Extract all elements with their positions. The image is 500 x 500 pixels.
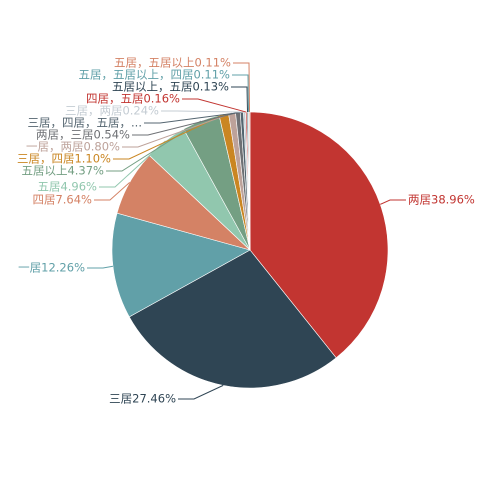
label-lines — [87, 62, 406, 400]
label-line — [87, 265, 114, 269]
slice-label: 五居，五居以上，四居0.11% — [78, 68, 230, 82]
label-line — [232, 74, 250, 113]
label-line — [231, 86, 249, 113]
pie-slice — [128, 249, 337, 389]
slice-label: 四居7.64% — [32, 193, 92, 207]
slice-label: 两居，三居0.54% — [36, 128, 130, 142]
label-line — [178, 384, 224, 400]
slice-label: 五居4.96% — [37, 180, 97, 194]
label-line — [161, 110, 245, 113]
pie-slices — [111, 111, 389, 389]
label-line — [132, 112, 238, 136]
slice-label: 三居27.46% — [109, 392, 176, 406]
label-line — [94, 181, 131, 201]
label-line — [380, 199, 406, 205]
label-line — [144, 111, 242, 124]
label-line — [113, 114, 225, 160]
slice-label: 三居，四居1.10% — [17, 152, 111, 166]
slice-label: 五居，五居以上0.11% — [114, 56, 231, 70]
slice-label: 三居，两居0.24% — [65, 104, 159, 118]
slice-label: 五居以上4.37% — [21, 164, 104, 178]
slice-labels: 两居38.96% 三居27.46% 一居12.26% 四居7.64%五居4.96% 五居… — [17, 56, 475, 406]
slice-label: 一居12.26% — [18, 261, 85, 275]
slice-label: 一居，两居0.80% — [26, 140, 120, 154]
pie-slice — [249, 111, 389, 359]
pie-slice — [111, 212, 251, 318]
slice-label: 五居以上，五居0.13% — [112, 80, 229, 94]
label-line — [99, 140, 166, 188]
label-line — [182, 98, 247, 113]
label-line — [233, 62, 251, 113]
slice-label: 四居，五居0.16% — [86, 92, 180, 106]
slice-label: 三居，四居，五居，... — [28, 116, 142, 130]
label-line — [122, 112, 233, 148]
slice-label: 两居38.96% — [408, 193, 475, 207]
